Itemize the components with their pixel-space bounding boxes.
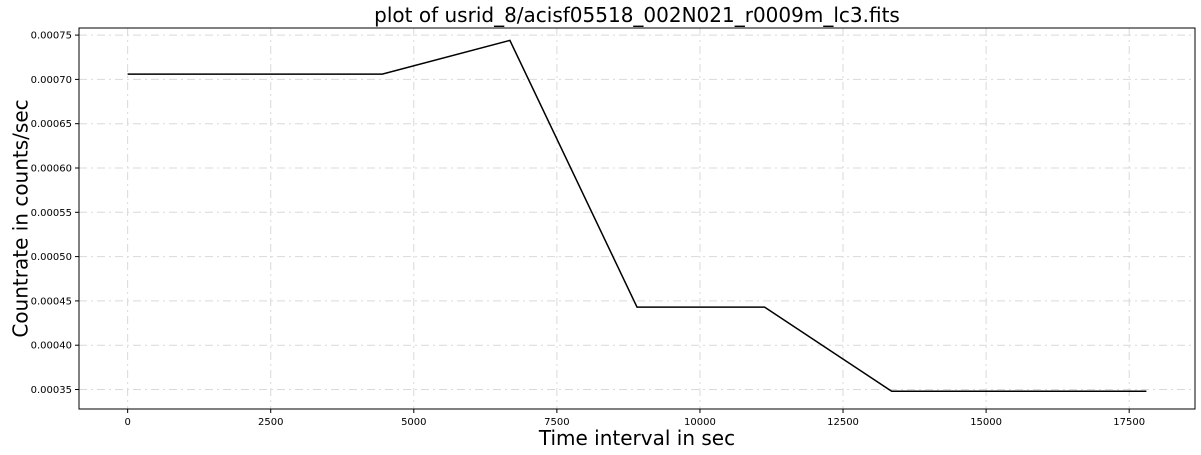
y-tick-label: 0.00040 <box>31 341 72 352</box>
x-tick-label: 2500 <box>258 417 283 428</box>
plot-frame <box>78 27 1196 410</box>
x-tick-label: 5000 <box>401 417 426 428</box>
y-axis: 0.00035 0.00040 0.00045 0.00050 0.00055 0.000… <box>31 31 79 396</box>
y-axis-label: Countrate in counts/sec <box>9 99 33 337</box>
x-tick-label: 7500 <box>544 417 569 428</box>
x-axis-label: Time interval in sec <box>538 426 735 450</box>
x-tick-label: 17500 <box>1113 417 1145 428</box>
x-tick-label: 12500 <box>827 417 859 428</box>
x-axis: 0 2500 5000 7500 10000 12500 15000 17500 <box>124 409 1145 428</box>
series-line <box>127 39 1147 393</box>
series-group <box>127 39 1147 393</box>
x-tick-label: 10000 <box>684 417 716 428</box>
y-tick-label: 0.00075 <box>31 31 72 42</box>
x-tick-label: 15000 <box>970 417 1002 428</box>
y-tick-label: 0.00035 <box>31 385 72 396</box>
chart-title: plot of usrid_8/acisf05518_002N021_r0009… <box>374 3 900 27</box>
y-tick-label: 0.00045 <box>31 296 72 307</box>
y-tick-label: 0.00065 <box>31 119 72 130</box>
x-tick-label: 0 <box>124 417 130 428</box>
y-tick-label: 0.00050 <box>31 252 72 263</box>
y-tick-label: 0.00060 <box>31 163 72 174</box>
grid-lines <box>79 28 1195 409</box>
y-tick-label: 0.00055 <box>31 208 72 219</box>
y-tick-label: 0.00070 <box>31 75 72 86</box>
